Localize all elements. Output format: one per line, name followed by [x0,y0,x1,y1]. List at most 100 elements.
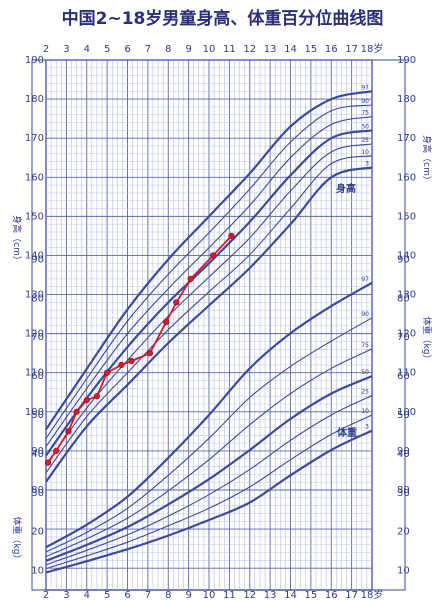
weight-axis-title-right: 体重（kg） [421,317,433,364]
height-tick-label: 100 [25,407,44,418]
height-percentile-label: 3 [365,161,369,168]
height-percentile-label: 90 [361,98,369,105]
height-curve-p25 [45,143,373,465]
weight-percentile-label: 10 [361,408,369,415]
child-height-point [73,408,80,415]
child-height-series [44,232,235,466]
height-curve-p50 [45,129,373,457]
height-tick-label: 150 [397,211,416,222]
height-tick-label: 120 [25,329,44,340]
height-tick-label: 160 [25,172,44,183]
height-percentile-curves [45,90,373,483]
height-curve-p90 [45,104,373,439]
height-tick-label: 110 [25,368,44,379]
weight-tick-label: 90 [31,254,44,265]
child-height-point [53,447,60,455]
weight-tick-label: 10 [31,566,44,577]
x-tick-label: 16 [325,590,338,600]
weight-curve-p10 [45,414,373,570]
x-tick-label: 11 [223,590,236,600]
weight-tick-label: 90 [397,254,410,265]
height-tick-label: 80 [397,485,410,496]
x-tick-label: 6 [124,44,130,55]
height-curve-p10 [45,155,373,474]
height-tick-label: 180 [397,94,416,105]
axis-labels: 2 2 3 3 4 4 5 5 6 6 7 7 8 8 9 9 10 10 11 11 12 12 13 13 14 14 15 15… [11,42,433,600]
x-tick-label: 3 [63,44,69,55]
child-height-point [228,232,235,240]
height-percentile-label: 97 [361,84,369,91]
height-zone-label: 身高 [336,182,356,195]
weight-percentile-label: 90 [361,311,369,318]
x-tick-label: 9 [185,44,191,55]
height-percentile-label: 50 [361,123,369,130]
height-curve-p75 [45,116,373,447]
x-tick-label: 14 [284,44,297,55]
x-tick-label: 15 [305,44,318,55]
height-tick-label: 130 [397,290,416,301]
x-tick-label: 12 [243,590,256,600]
weight-tick-label: 60 [31,371,44,382]
x-tick-label: 16 [325,44,338,55]
x-tick-label: 12 [243,44,256,55]
height-tick-label: 170 [397,133,416,144]
x-tick-label: 13 [264,44,277,55]
height-tick-label: 90 [397,446,410,457]
child-height-point [118,361,125,369]
weight-tick-label: 70 [397,332,410,343]
height-curve-p97 [45,90,373,431]
weight-tick-label: 80 [397,293,410,304]
x-tick-label: 8 [165,590,171,600]
height-percentile-label: 75 [361,110,369,117]
height-tick-label: 140 [397,250,416,261]
height-tick-label: 170 [25,133,44,144]
x-tick-label: 5 [104,590,110,600]
x-tick-label: 6 [124,590,130,600]
x-tick-label: 18岁 [361,588,384,600]
weight-tick-label: 30 [397,488,410,499]
weight-zone-label: 体重 [337,426,357,439]
height-axis-title-left: 身高（cm） [11,215,23,265]
weight-curve-p3 [45,429,373,574]
weight-tick-label: 10 [397,566,410,577]
weight-tick-label: 20 [31,527,44,538]
x-tick-label: 4 [84,44,90,55]
x-tick-label: 7 [145,44,151,55]
weight-curve-p97 [45,281,373,549]
weight-tick-label: 70 [31,332,44,343]
height-axis-title-right: 身高（cm） [421,135,433,185]
child-height-point [83,396,90,404]
height-tick-label: 90 [31,446,44,457]
x-tick-label: 17 [345,590,358,600]
child-height-point [187,275,194,283]
chart-title: 中国2~18岁男童身高、体重百分位曲线图 [61,9,384,29]
weight-percentile-label: 97 [361,276,369,283]
child-height-point [93,393,101,400]
height-tick-label: 100 [397,407,416,418]
x-tick-label: 17 [345,44,358,55]
x-tick-label: 13 [264,590,277,600]
x-tick-label: 11 [223,44,236,55]
x-tick-label: 10 [203,590,216,600]
height-tick-label: 190 [397,55,416,66]
child-height-point [104,369,111,376]
weight-curve-p50 [45,375,373,562]
height-tick-label: 150 [25,211,44,222]
child-height-point [65,428,72,435]
x-tick-label: 15 [305,590,318,600]
x-tick-label: 7 [145,590,151,600]
x-tick-label: 2 [43,44,49,55]
grid [31,59,406,591]
x-tick-label: 3 [63,590,69,600]
x-tick-label: 8 [165,44,171,55]
child-height-point [173,299,180,306]
weight-tick-label: 50 [397,410,410,421]
weight-percentile-label: 3 [365,424,369,431]
weight-percentile-curves [45,281,373,574]
weight-tick-label: 20 [397,527,410,538]
height-percentile-label: 25 [361,137,369,144]
child-height-point [128,357,135,365]
weight-axis-title-left: 体重（kg） [11,517,23,564]
weight-tick-label: 50 [31,410,44,421]
child-height-point [146,350,154,357]
